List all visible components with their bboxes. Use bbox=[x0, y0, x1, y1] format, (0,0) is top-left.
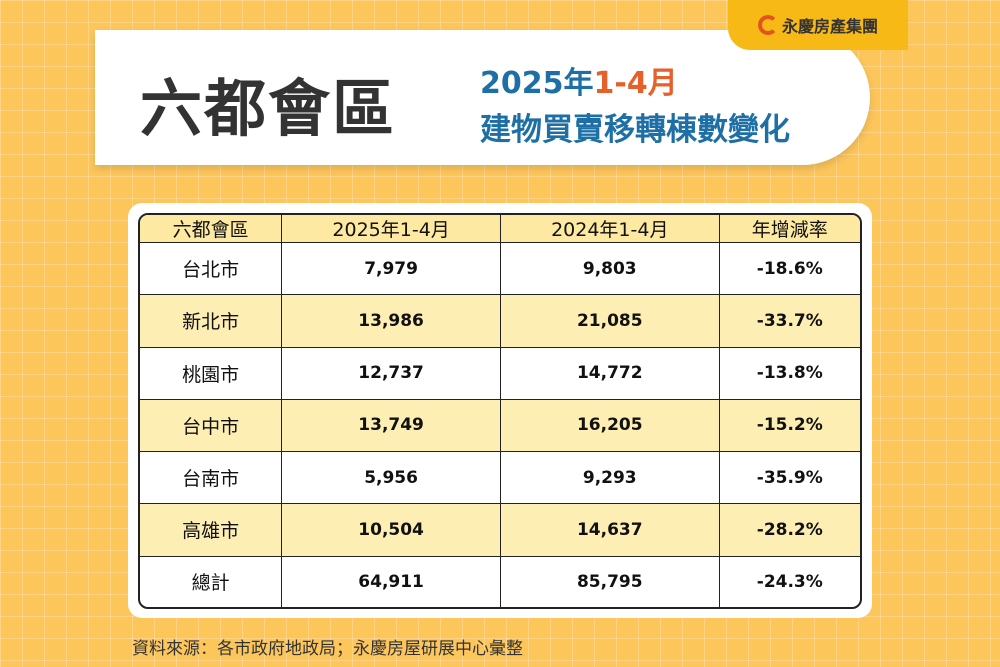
data-table: 六都會區 2025年1-4月 2024年1-4月 年增減率 台北市 7,979 9,803… bbox=[138, 213, 862, 609]
page-title: 六都會區 bbox=[140, 72, 397, 145]
value-cell: 9,293 bbox=[500, 452, 720, 505]
table-row: 總計 64,911 85,795 -24.3% bbox=[140, 556, 860, 607]
value-cell: 13,986 bbox=[282, 295, 501, 348]
table-row: 台北市 7,979 9,803 -18.6% bbox=[140, 243, 860, 296]
column-header: 年增減率 bbox=[719, 215, 860, 243]
table-header-row: 六都會區 2025年1-4月 2024年1-4月 年增減率 bbox=[140, 215, 860, 243]
table-row: 高雄市 10,504 14,637 -28.2% bbox=[140, 504, 860, 557]
value-cell: 21,085 bbox=[500, 295, 720, 348]
value-cell: -18.6% bbox=[719, 243, 860, 296]
column-header: 2025年1-4月 bbox=[282, 215, 501, 243]
value-cell: -13.8% bbox=[719, 348, 860, 400]
column-header: 2024年1-4月 bbox=[500, 215, 720, 243]
value-cell: -35.9% bbox=[719, 452, 860, 505]
value-cell: 10,504 bbox=[282, 504, 501, 557]
value-cell: -15.2% bbox=[719, 399, 860, 453]
table-row: 台中市 13,749 16,205 -15.2% bbox=[140, 399, 860, 453]
region-cell: 台中市 bbox=[140, 399, 283, 453]
title-month-range: 1-4月 bbox=[593, 66, 678, 101]
value-cell: -24.3% bbox=[756, 571, 823, 592]
value-cell: 13,749 bbox=[282, 399, 501, 453]
brand-logo-icon bbox=[757, 15, 778, 35]
value-cell: 12,737 bbox=[282, 347, 501, 400]
region-cell: 台北市 bbox=[140, 243, 283, 296]
value-cell: 64,911 bbox=[282, 556, 501, 607]
table-row: 新北市 13,986 21,085 -33.7% bbox=[140, 295, 860, 348]
region-cell: 台南市 bbox=[140, 452, 283, 505]
value-cell: 5,956 bbox=[282, 452, 501, 505]
column-header: 六都會區 bbox=[140, 215, 283, 243]
region-cell: 總計 bbox=[140, 556, 283, 607]
value-cell: 85,795 bbox=[501, 556, 720, 607]
region-cell: 高雄市 bbox=[140, 504, 283, 557]
value-cell: 14,637 bbox=[500, 504, 720, 557]
table-row: 桃園市 12,737 14,772 -13.8% bbox=[140, 347, 860, 400]
value-cell: -28.2% bbox=[719, 504, 860, 557]
table-row: 台南市 5,956 9,293 -35.9% bbox=[140, 452, 860, 505]
title-banner bbox=[95, 30, 870, 165]
page-subtitle: 建物買賣移轉棟數變化 bbox=[480, 112, 790, 148]
brand-logo-text: 永慶房產集團 bbox=[781, 17, 878, 36]
value-cell: 14,772 bbox=[500, 347, 720, 400]
value-cell: 7,979 bbox=[282, 243, 501, 296]
source-note: 資料來源：各市政府地政局；永慶房屋研展中心彙整 bbox=[132, 639, 523, 659]
value-cell: -33.7% bbox=[719, 295, 860, 348]
value-cell: 9,803 bbox=[500, 243, 720, 296]
brand-logo: 永慶房產集團 bbox=[728, 0, 908, 50]
value-cell: 16,205 bbox=[500, 399, 720, 453]
region-cell: 新北市 bbox=[140, 295, 283, 348]
table-card: 六都會區 2025年1-4月 2024年1-4月 年增減率 台北市 7,979 9,803… bbox=[128, 203, 872, 618]
title-period: 2025年1-4月 bbox=[480, 58, 678, 102]
region-cell: 桃園市 bbox=[140, 347, 283, 400]
title-year: 2025年 bbox=[480, 66, 594, 101]
